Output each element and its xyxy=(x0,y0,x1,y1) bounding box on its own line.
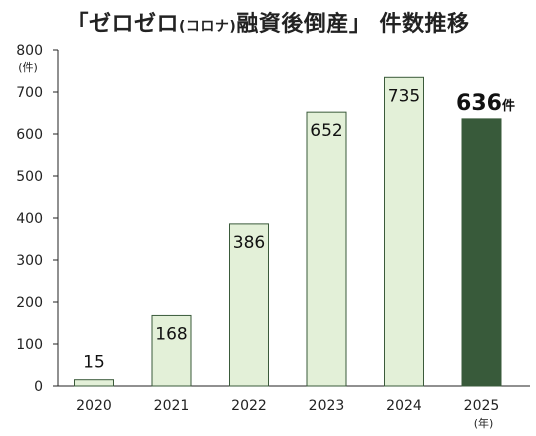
y-tick-label-200: 200 xyxy=(16,295,43,311)
x-tick-label-2023: 2023 xyxy=(309,398,345,414)
bar-2024 xyxy=(384,76,424,387)
bar-2021 xyxy=(151,314,192,387)
y-tick-label-300: 300 xyxy=(16,253,43,269)
x-tick-label-2022: 2022 xyxy=(231,398,267,414)
bar-2022 xyxy=(229,223,269,387)
title-part-3: 融資後倒産」 件数推移 xyxy=(236,12,470,37)
bar-2023 xyxy=(306,111,347,387)
y-tick-label-0: 0 xyxy=(34,379,43,395)
x-axis-unit: (年) xyxy=(474,416,494,430)
y-tick-label-500: 500 xyxy=(16,169,43,185)
data-label-2023: 652 xyxy=(310,121,342,141)
y-tick-label-400: 400 xyxy=(16,211,43,227)
x-tick-label-2021: 2021 xyxy=(154,398,190,414)
data-label-2020: 15 xyxy=(83,353,105,373)
data-label-2021: 168 xyxy=(155,324,187,344)
data-label-2024: 735 xyxy=(388,86,420,106)
x-tick-label-2020: 2020 xyxy=(76,398,112,414)
title-part-1: 「ゼロゼロ xyxy=(66,12,180,37)
y-tick-label-600: 600 xyxy=(16,127,43,143)
y-tick-label-800: 800 xyxy=(16,43,43,59)
data-label-2025: 636件 xyxy=(456,91,515,116)
y-tick-label-100: 100 xyxy=(16,337,43,353)
data-label-2022: 386 xyxy=(233,233,265,253)
chart-title: 「ゼロゼロ(コロナ)融資後倒産」 件数推移 xyxy=(0,6,536,38)
x-tick-label-2025: 2025 xyxy=(464,398,500,414)
bar-2020 xyxy=(74,379,114,387)
y-tick-label-700: 700 xyxy=(16,85,43,101)
x-tick-label-2024: 2024 xyxy=(386,398,422,414)
title-part-2: (コロナ) xyxy=(179,19,237,35)
bar-2025 xyxy=(461,118,502,387)
y-axis-unit: (件) xyxy=(18,61,38,74)
